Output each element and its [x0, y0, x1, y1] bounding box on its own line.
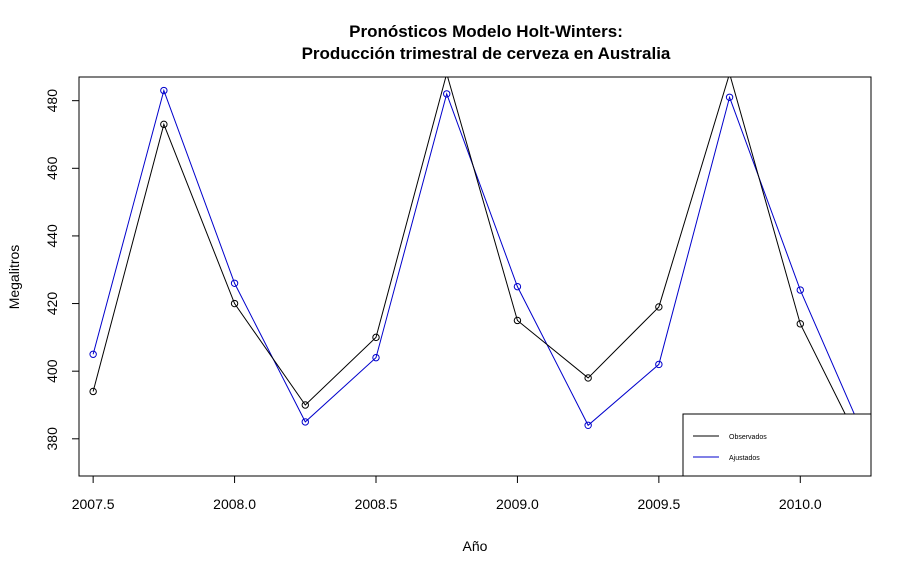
- data-point-ajustados: [513, 282, 522, 291]
- data-point-observados: [655, 303, 663, 311]
- data-point-ajustados: [301, 418, 309, 426]
- data-point-observados: [728, 77, 732, 78]
- data-point-observados: [584, 374, 592, 382]
- data-point-ajustados: [655, 360, 663, 369]
- y-tick-label: 420: [44, 292, 60, 316]
- data-point-observados: [160, 120, 168, 129]
- data-point-observados: [89, 387, 97, 396]
- chart-title: Pronósticos Modelo Holt-Winters:: [349, 22, 623, 41]
- data-point-observados: [445, 77, 449, 78]
- legend: Observados Ajustados: [682, 413, 872, 477]
- x-tick-label: 2009.5: [637, 496, 680, 512]
- x-tick-label: 2007.5: [72, 496, 115, 512]
- data-point-ajustados: [725, 93, 734, 101]
- y-tick-label: 400: [44, 359, 60, 383]
- y-axis: 380 400 420 440 460 480: [44, 89, 80, 451]
- data-point-ajustados: [372, 353, 380, 362]
- y-tick-label: 380: [44, 427, 60, 451]
- chart-subtitle: Producción trimestral de cerveza en Aust…: [302, 44, 671, 63]
- x-tick-label: 2009.0: [496, 496, 539, 512]
- data-point-observados: [230, 299, 239, 308]
- data-point-ajustados: [796, 286, 804, 294]
- data-point-ajustados: [160, 86, 168, 95]
- data-point-observados: [513, 316, 522, 325]
- data-point-ajustados: [230, 279, 239, 287]
- y-tick-label: 440: [44, 224, 60, 248]
- legend-box: [682, 413, 872, 477]
- data-point-observados: [796, 320, 804, 328]
- y-tick-label: 460: [44, 156, 60, 180]
- x-axis-label: Año: [463, 538, 488, 554]
- x-tick-label: 2010.0: [779, 496, 822, 512]
- y-axis-label: Megalitros: [6, 245, 22, 310]
- plot-area: [89, 77, 871, 470]
- series-group: [89, 77, 871, 470]
- x-axis: 2007.5 2008.0 2008.5 2009.0 2009.5 2010.0: [72, 475, 822, 512]
- data-point-ajustados: [89, 350, 97, 358]
- legend-label-ajustados: Ajustados: [729, 455, 760, 462]
- y-tick-label: 480: [44, 89, 60, 113]
- series-line-observados: [92, 77, 871, 467]
- data-point-observados: [301, 401, 309, 409]
- legend-label-observados: Observados: [729, 434, 767, 441]
- series-line-ajustados: [92, 88, 871, 453]
- x-tick-label: 2008.5: [355, 496, 398, 512]
- data-point-ajustados: [584, 421, 592, 429]
- x-tick-label: 2008.0: [213, 496, 256, 512]
- data-point-ajustados: [443, 90, 451, 98]
- data-point-observados: [372, 333, 380, 342]
